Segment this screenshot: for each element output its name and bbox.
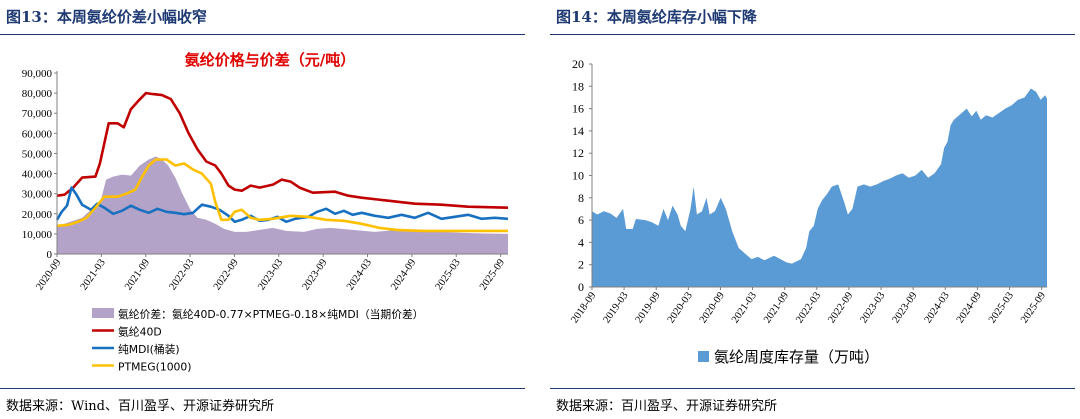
- x-tick-label: 2023-09: [891, 290, 920, 325]
- x-tick-label: 2020-03: [666, 290, 695, 325]
- chart-legend: 氨纶价差：氨纶40D-0.77×PTMEG-0.18×纯MDI（当期价差） 氨纶4…: [92, 307, 424, 374]
- y-tick-label: 8: [578, 191, 584, 205]
- y-tick-label: 0: [578, 280, 584, 294]
- figure-14-bottom-rule: [550, 388, 1075, 389]
- y-tick-label: 16: [572, 102, 584, 116]
- x-tick-label: 2020-09: [698, 290, 727, 325]
- y-tick-label: 6: [578, 213, 584, 227]
- x-tick-label: 2020-09: [34, 257, 63, 292]
- y-tick-label: 90,000: [22, 68, 53, 80]
- x-tick-label: 2023-03: [858, 290, 887, 325]
- series-line-spandex: [56, 91, 509, 209]
- x-tick-label: 2021-03: [730, 290, 759, 325]
- x-tick-label: 2024-09: [955, 290, 984, 325]
- y-tick-label: 50,000: [22, 148, 53, 160]
- y-tick-label: 40,000: [22, 169, 53, 181]
- x-tick-label: 2021-09: [762, 290, 791, 325]
- y-tick-label: 0: [47, 249, 53, 261]
- figure-13-bottom-rule: [0, 388, 525, 389]
- figure-13-panel: 图13：本周氨纶价差小幅收窄 氨纶价格与价差（元/吨） 0 10,000 20,00…: [0, 0, 530, 419]
- x-tick-label: 2022-03: [794, 290, 823, 325]
- x-tick-label: 2024-03: [345, 257, 374, 292]
- x-tick-label: 2021-03: [79, 257, 108, 292]
- figure-14-top-rule: [550, 34, 1075, 35]
- x-tick-label: 2018-09: [569, 290, 598, 325]
- x-tick-label: 2022-09: [212, 257, 241, 292]
- chart-title: 氨纶价格与价差（元/吨）: [185, 51, 355, 69]
- series-line-mdi: [55, 186, 509, 224]
- y-tick-label: 4: [578, 235, 584, 249]
- legend-label-spandex: 氨纶40D: [118, 325, 162, 339]
- series-line-ptmeg: [56, 158, 508, 233]
- legend-label-spread: 氨纶价差：氨纶40D-0.77×PTMEG-0.18×纯MDI（当期价差）: [118, 307, 424, 321]
- legend-swatch-inventory: [698, 351, 709, 362]
- x-tick-label: 2024-03: [923, 290, 952, 325]
- series-area-spread: [57, 156, 508, 254]
- y-tick-label: 20: [572, 57, 584, 71]
- legend-label-ptmeg: PTMEG(1000): [118, 361, 192, 374]
- y-tick-label: 14: [572, 124, 584, 138]
- x-tick-label: 2022-03: [167, 257, 196, 292]
- figure-14-title: 图14：本周氨纶库存小幅下降: [556, 8, 757, 26]
- x-tick-label: 2023-03: [256, 257, 285, 292]
- y-tick-label: 20,000: [22, 209, 53, 221]
- x-tick-label: 2025-09: [1019, 290, 1048, 325]
- legend-label-inventory: 氨纶周度库存量（万吨）: [714, 348, 879, 366]
- y-tick-label: 30,000: [22, 189, 53, 201]
- y-tick-label: 60,000: [22, 128, 53, 140]
- y-tick-label: 10: [572, 169, 584, 183]
- y-tick-label: 12: [572, 146, 584, 160]
- figure-14-source: 数据来源：百川盈孚、开源证券研究所: [556, 399, 778, 414]
- spandex-price-chart: 氨纶价格与价差（元/吨） 0 10,000 20,000 30,000 40,000 50…: [22, 51, 509, 374]
- x-tick-label: 2025-09: [478, 257, 507, 292]
- x-tick-label: 2021-09: [123, 257, 152, 292]
- y-tick-label: 18: [572, 79, 584, 93]
- x-tick-label: 2023-09: [301, 257, 330, 292]
- y-tick-label: 80,000: [22, 88, 53, 100]
- figure-13-source: 数据来源：Wind、百川盈孚、开源证券研究所: [6, 399, 274, 414]
- figure-13-top-rule: [0, 34, 525, 35]
- x-tick-label: 2024-09: [389, 257, 418, 292]
- legend-label-mdi: 纯MDI(桶装): [118, 342, 180, 356]
- x-tick-label: 2022-09: [826, 290, 855, 325]
- figure-14-panel: 图14：本周氨纶库存小幅下降 0 2 4 6 8 10 12 14 16 18 20 2018-09 2…: [550, 0, 1080, 419]
- x-tick-label: 2025-03: [987, 290, 1016, 325]
- x-tick-label: 2025-03: [434, 257, 463, 292]
- figure-13-title: 图13：本周氨纶价差小幅收窄: [6, 8, 207, 26]
- legend-swatch-spread: [92, 308, 114, 318]
- series-area-inventory: [592, 88, 1047, 287]
- chart-legend: 氨纶周度库存量（万吨）: [698, 348, 879, 366]
- y-tick-label: 70,000: [22, 108, 53, 120]
- x-tick-label: 2019-03: [601, 290, 630, 325]
- y-tick-label: 10,000: [22, 229, 53, 241]
- x-tick-label: 2019-09: [634, 290, 663, 325]
- y-tick-label: 2: [578, 258, 584, 272]
